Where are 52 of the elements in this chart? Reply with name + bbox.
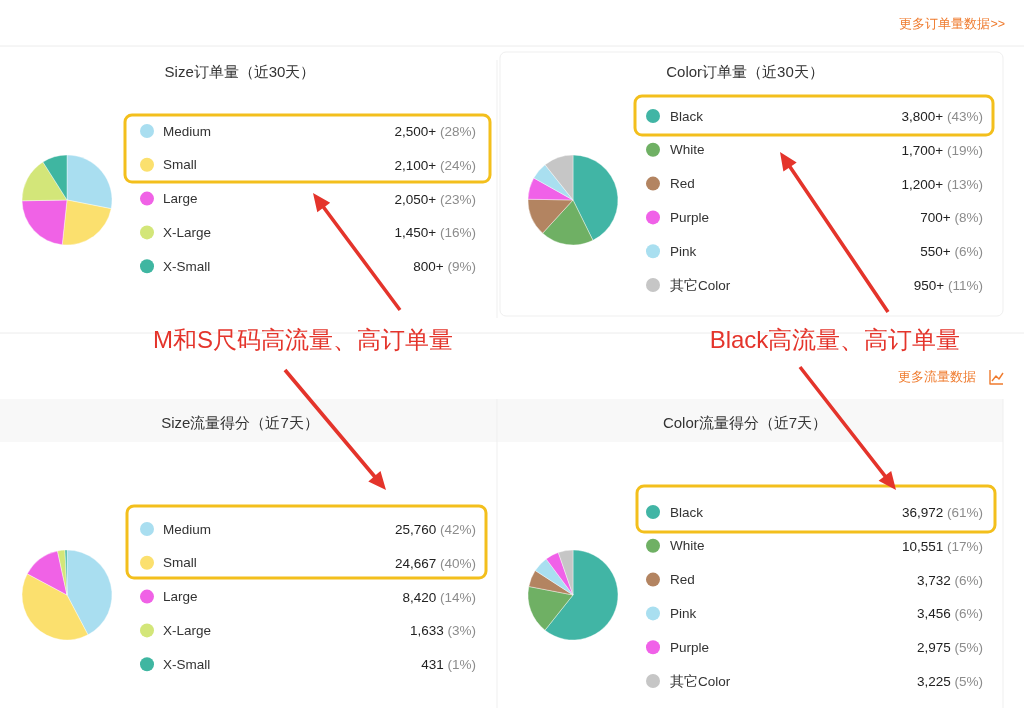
legend-label: Black	[670, 504, 704, 520]
legend-label: Medium	[163, 123, 212, 139]
data-label: 24,667 (40%)	[394, 555, 476, 571]
legend-label: Pink	[670, 605, 697, 621]
data-label: 8,420 (14%)	[402, 589, 476, 605]
legend-label: Small	[163, 555, 197, 571]
data-label: 1,200+ (13%)	[901, 176, 983, 192]
data-label: 2,500+ (28%)	[394, 123, 476, 139]
legend-label: White	[670, 142, 705, 158]
text: 更多订单量数据>>	[899, 17, 1005, 31]
data-label: 3,456 (6%)	[916, 605, 983, 621]
legend-label: X-Small	[163, 258, 211, 274]
legend-label: 其它Color	[670, 673, 731, 689]
data-label: 1,633 (3%)	[409, 622, 476, 638]
chart-title: Size订单量（近30天）	[164, 62, 316, 80]
data-label: 2,975 (5%)	[916, 639, 983, 655]
data-label: 550+ (6%)	[920, 243, 983, 259]
data-label: 431 (1%)	[421, 656, 476, 672]
chart-title: Size流量得分（近7天）	[161, 413, 319, 431]
data-label: 2,050+ (23%)	[394, 191, 476, 207]
data-label: 10,551 (17%)	[901, 538, 983, 554]
data-label: 3,732 (6%)	[916, 572, 983, 588]
text: Black高流量、高订单量	[709, 325, 961, 353]
text: M和S尺码高流量、高订单量	[153, 325, 453, 353]
legend-label: White	[670, 538, 705, 554]
legend-label: Red	[670, 572, 695, 588]
chart-title: Color订单量（近30天）	[666, 62, 824, 80]
data-label: 800+ (9%)	[413, 258, 476, 274]
legend-label: Large	[163, 191, 198, 207]
legend-label: Black	[670, 108, 704, 124]
legend-label: X-Small	[163, 656, 211, 672]
data-label: 1,700+ (19%)	[901, 142, 983, 158]
data-label: 3,225 (5%)	[916, 673, 983, 689]
legend-label: Large	[163, 589, 198, 605]
data-label: 3,800+ (43%)	[901, 108, 983, 124]
legend-label: 其它Color	[670, 277, 731, 293]
legend-label: Purple	[670, 639, 710, 655]
legend-label: Medium	[163, 521, 212, 537]
data-label: 1,450+ (16%)	[394, 224, 476, 240]
data-label: 950+ (11%)	[913, 277, 983, 293]
legend-label: Small	[163, 157, 197, 173]
legend-label: X-Large	[163, 224, 212, 240]
chart-title: Color流量得分（近7天）	[662, 413, 828, 431]
text: 更多流量数据	[898, 369, 976, 384]
data-label: 700+ (8%)	[920, 209, 983, 225]
data-label: 2,100+ (24%)	[394, 157, 476, 173]
legend-label: Red	[670, 176, 695, 192]
legend-label: Pink	[670, 243, 697, 259]
data-label: 25,760 (42%)	[394, 521, 476, 537]
legend-label: X-Large	[163, 622, 212, 638]
data-label: 36,972 (61%)	[901, 504, 983, 520]
legend-label: Purple	[670, 209, 710, 225]
